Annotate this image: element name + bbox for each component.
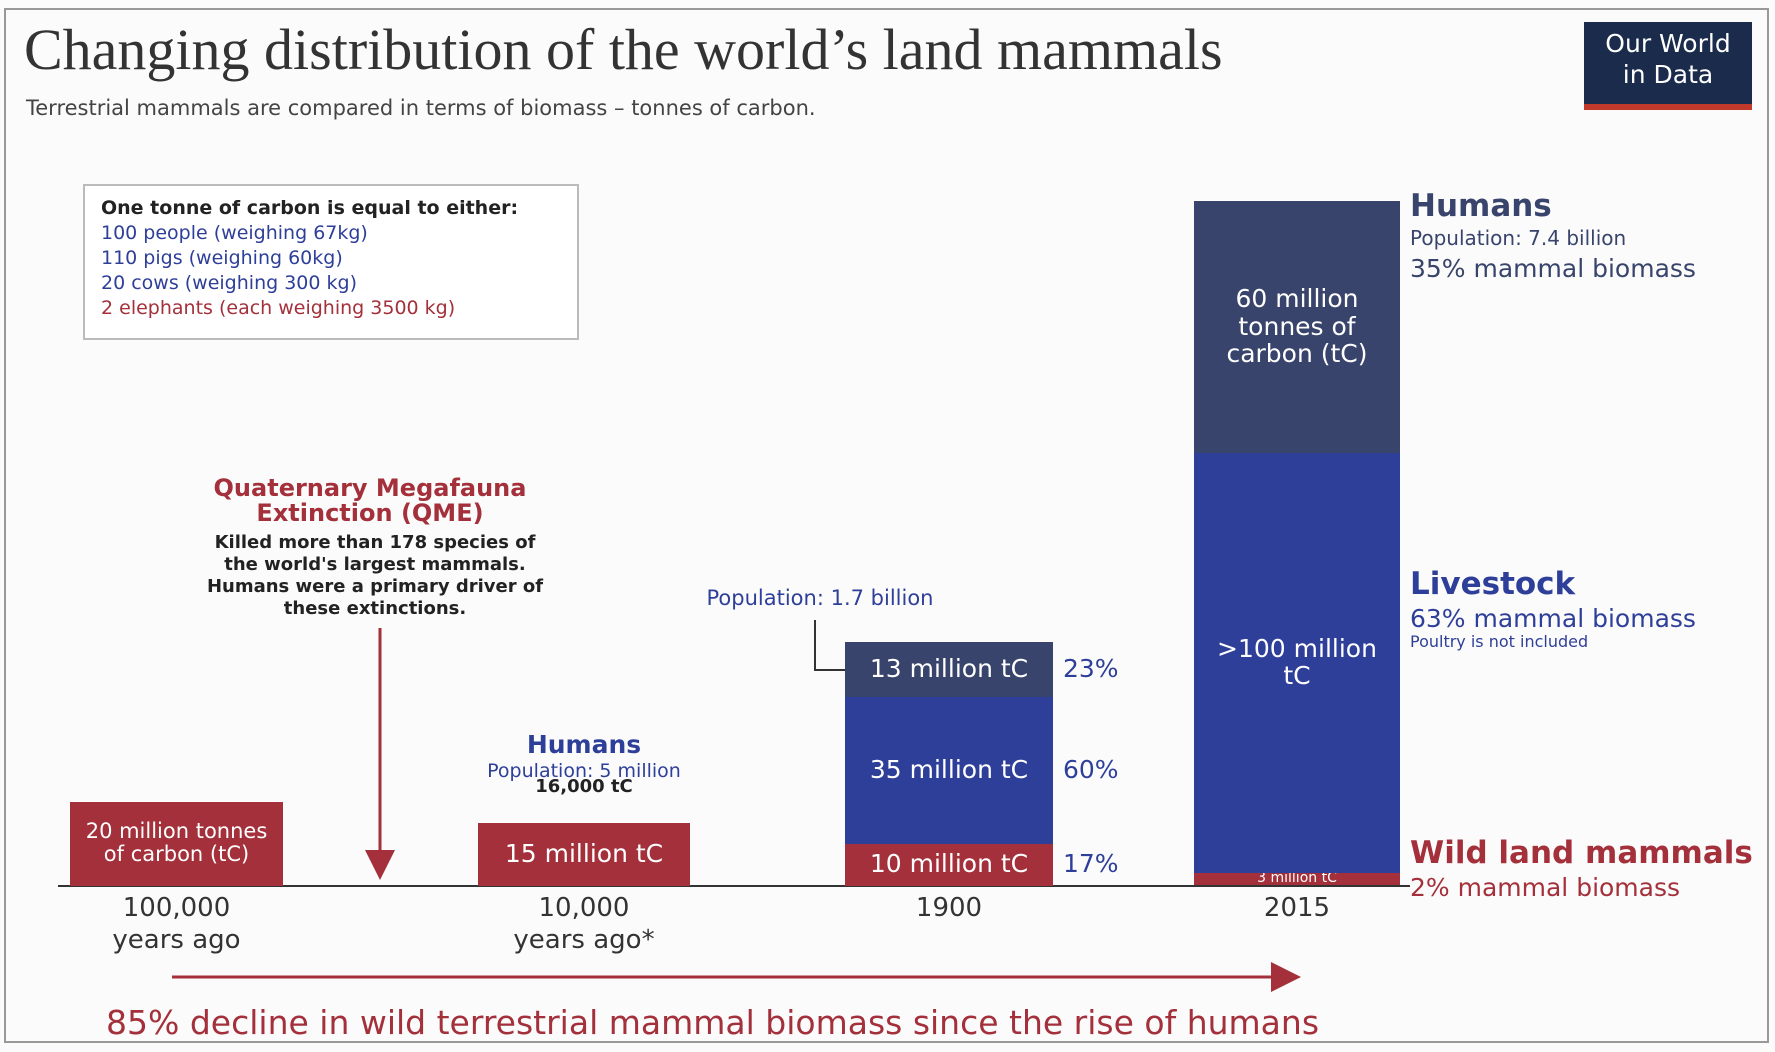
chart-title: Changing distribution of the world’s lan…: [24, 17, 1223, 82]
population-label: Population: 5 million: [487, 760, 681, 782]
legend-detail: 2% mammal biomass: [1410, 873, 1681, 902]
share-label: 23%: [1063, 653, 1119, 683]
legend-entry: Humans: [1410, 188, 1552, 224]
x-tick-label: 2015: [1263, 893, 1331, 923]
value-label: 15 million tC: [504, 838, 664, 868]
share-label: 17%: [1063, 849, 1119, 878]
legend-detail: Population: 7.4 billion: [1410, 226, 1627, 250]
value-label: >100 million tC: [1217, 633, 1377, 691]
value-label: 20 million tonnes of carbon (tC): [85, 818, 268, 866]
bar-segment: [845, 696, 1053, 844]
value-label: 35 million tC: [869, 754, 1029, 784]
population-label: Population: 1.7 billion: [706, 586, 934, 610]
legend-detail: 35% mammal biomass: [1410, 254, 1696, 283]
logo: Our World in Data: [1584, 22, 1752, 110]
value-label: 3 million tC: [1257, 870, 1337, 886]
bar-segment: [1194, 452, 1400, 874]
qme-title: Quaternary Megafauna Extinction (QME): [213, 474, 527, 527]
bar-segment: [70, 801, 283, 886]
legend-entry: Wild land mammals: [1410, 835, 1753, 871]
bar-segment: [845, 641, 1053, 697]
footer-note: 85% decline in wild terrestrial mammal b…: [106, 1003, 1320, 1042]
share-label: 60%: [1063, 754, 1119, 784]
humans-label: Humans: [526, 730, 642, 759]
legend-entry: Livestock: [1410, 566, 1576, 602]
logo-line: in Data: [1622, 60, 1714, 89]
info-line: 110 pigs (weighing 60kg): [101, 247, 343, 269]
logo-line: Our World: [1605, 29, 1731, 58]
info-title: One tonne of carbon is equal to either:: [101, 197, 519, 219]
frame: [4, 8, 1769, 1043]
value-label: 10 million tC: [869, 849, 1029, 879]
legend-detail: Poultry is not included: [1410, 632, 1589, 651]
bar-segment: [478, 822, 690, 886]
bar-segment: [1194, 872, 1400, 885]
info-box: One tonne of carbon is equal to either: …: [83, 184, 579, 340]
x-tick-label: 10,000 years ago*: [513, 893, 655, 955]
x-tick-label: 1900: [915, 893, 983, 923]
value-label: 16,000 tC: [535, 775, 633, 797]
chart-subtitle: Terrestrial mammals are compared in term…: [26, 96, 816, 120]
value-label: 60 million tonnes of carbon (tC): [1226, 284, 1368, 369]
x-tick-label: 100,000 years ago: [112, 893, 241, 955]
info-line: 2 elephants (each weighing 3500 kg): [101, 297, 456, 319]
legend-detail: 63% mammal biomass: [1410, 604, 1696, 633]
bar-segment: [1194, 200, 1400, 454]
value-label: 13 million tC: [869, 653, 1029, 683]
info-line: 100 people (weighing 67kg): [101, 222, 368, 244]
info-line: 20 cows (weighing 300 kg): [101, 272, 357, 294]
qme-text: Killed more than 178 species of the worl…: [206, 532, 544, 619]
